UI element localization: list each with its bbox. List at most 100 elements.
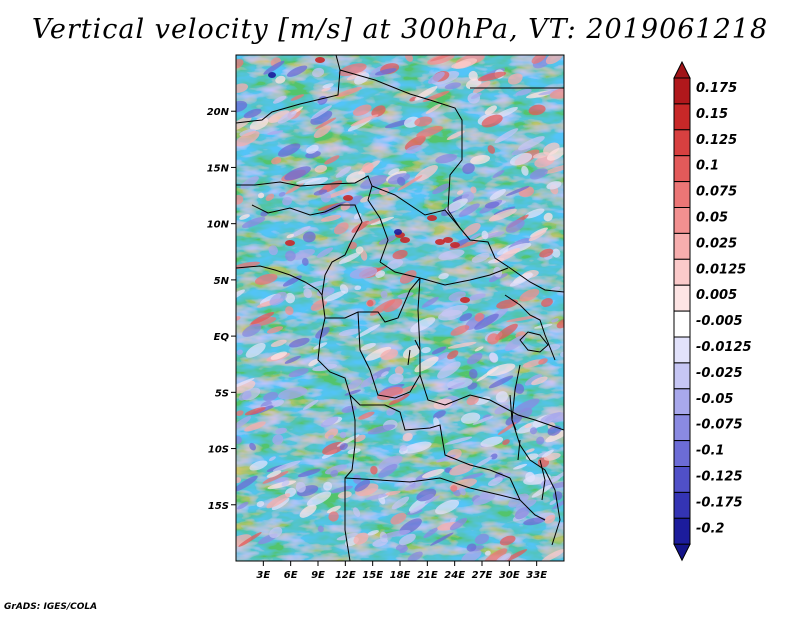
velocity-cell: [237, 501, 249, 510]
velocity-cell: [422, 468, 445, 479]
velocity-cell: [268, 245, 278, 256]
velocity-cell: [544, 514, 556, 524]
colorbar-swatch: [673, 181, 691, 209]
velocity-cell: [338, 252, 361, 265]
velocity-cell: [236, 58, 244, 69]
velocity-cell: [339, 442, 348, 451]
border-niger-chad: [236, 175, 389, 263]
velocity-cell: [302, 399, 319, 410]
velocity-cell: [494, 247, 521, 263]
colorbar: 0.175 0.15 0.125 0.1 0.075 0.05 0.025 0.0125 0.0…: [673, 60, 752, 562]
coast-angola-namibia: [344, 394, 356, 561]
velocity-cell: [326, 505, 341, 514]
velocity-cell: [506, 315, 536, 323]
colorbar-label: 0.005: [696, 288, 737, 303]
velocity-cell: [494, 553, 512, 561]
velocity-cell: [367, 300, 374, 307]
velocity-cell: [236, 534, 252, 547]
velocity-cell: [495, 391, 509, 403]
velocity-cell: [399, 445, 408, 452]
velocity-cell: [524, 423, 532, 429]
velocity-cell: [354, 479, 371, 492]
velocity-cell: [402, 432, 413, 442]
velocity-cell: [365, 493, 389, 501]
velocity-cell: [556, 318, 564, 329]
velocity-cell: [409, 503, 426, 514]
velocity-cell: [447, 350, 459, 360]
colorbar-swatch: [673, 77, 691, 105]
velocity-cell: [352, 104, 372, 116]
velocity-cell: [315, 117, 337, 130]
velocity-cell: [545, 429, 564, 443]
velocity-cell: [546, 181, 562, 190]
colorbar-swatch: [673, 466, 691, 493]
velocity-cell: [524, 208, 545, 219]
velocity-cell: [272, 95, 287, 104]
velocity-cell: [239, 128, 257, 137]
colorbar-label: -0.025: [696, 366, 743, 381]
lat-tick-label: 5S: [215, 388, 229, 399]
velocity-cell: [430, 532, 454, 546]
border-nigeria: [251, 204, 363, 276]
velocity-cell: [528, 104, 546, 116]
velocity-cell: [306, 491, 332, 507]
updraft-cell: [460, 297, 470, 303]
velocity-cell: [459, 313, 473, 322]
velocity-cell: [402, 345, 422, 359]
velocity-cell: [538, 358, 548, 365]
velocity-cell: [354, 285, 362, 291]
lon-tick-label: 18E: [390, 570, 411, 581]
map-panel: [236, 55, 564, 561]
updraft-cell: [443, 237, 453, 243]
velocity-cell: [324, 464, 348, 475]
velocity-cell: [321, 87, 332, 92]
velocity-cell: [338, 328, 362, 336]
lon-tick-label: 6E: [284, 570, 298, 581]
velocity-cell: [505, 219, 525, 233]
colorbar-swatch: [673, 129, 691, 157]
velocity-cell: [514, 383, 525, 394]
velocity-cell: [242, 323, 262, 337]
velocity-cell: [461, 549, 482, 561]
lat-tick-label: EQ: [214, 332, 230, 343]
velocity-cell: [381, 371, 389, 377]
velocity-cell: [297, 468, 321, 478]
velocity-cell: [416, 126, 443, 138]
velocity-cell: [474, 456, 493, 468]
velocity-cell: [324, 290, 346, 302]
velocity-cell: [272, 434, 284, 445]
velocity-cell: [496, 299, 518, 309]
velocity-cell: [468, 293, 486, 301]
velocity-cell: [236, 378, 255, 390]
velocity-cell: [236, 475, 258, 492]
velocity-cell: [525, 448, 535, 453]
longitude-axis: 3E 6E 9E 12E 15E 18E 21E 24E 27E 30E 33E: [256, 561, 547, 581]
velocity-cell: [304, 177, 329, 187]
velocity-cell: [265, 193, 275, 201]
velocity-cell: [469, 368, 478, 379]
velocity-cell: [254, 273, 278, 285]
velocity-cell: [240, 176, 259, 190]
grads-credit: GrADS: IGES/COLA: [4, 602, 98, 612]
velocity-cell: [322, 83, 334, 89]
lake-victoria: [519, 331, 549, 353]
velocity-cell: [503, 549, 528, 561]
velocity-cell: [268, 110, 290, 123]
velocity-cell: [324, 428, 339, 439]
velocity-cell: [236, 349, 243, 356]
velocity-cell: [433, 417, 440, 428]
velocity-cell: [531, 484, 553, 498]
velocity-cell: [236, 289, 245, 301]
velocity-cell: [489, 352, 499, 363]
latitude-axis: 20N 15N 10N 5N EQ 5S 10S 15S: [207, 107, 236, 512]
velocity-cell: [313, 342, 328, 350]
velocity-cell: [438, 273, 449, 280]
colorbar-label: 0.15: [696, 107, 728, 122]
velocity-cell: [303, 288, 312, 299]
velocity-cell: [449, 517, 457, 523]
velocity-cell: [449, 517, 468, 531]
velocity-cell: [529, 168, 548, 180]
velocity-cell: [528, 229, 547, 242]
velocity-cell: [459, 487, 466, 496]
velocity-cell: [388, 373, 404, 385]
